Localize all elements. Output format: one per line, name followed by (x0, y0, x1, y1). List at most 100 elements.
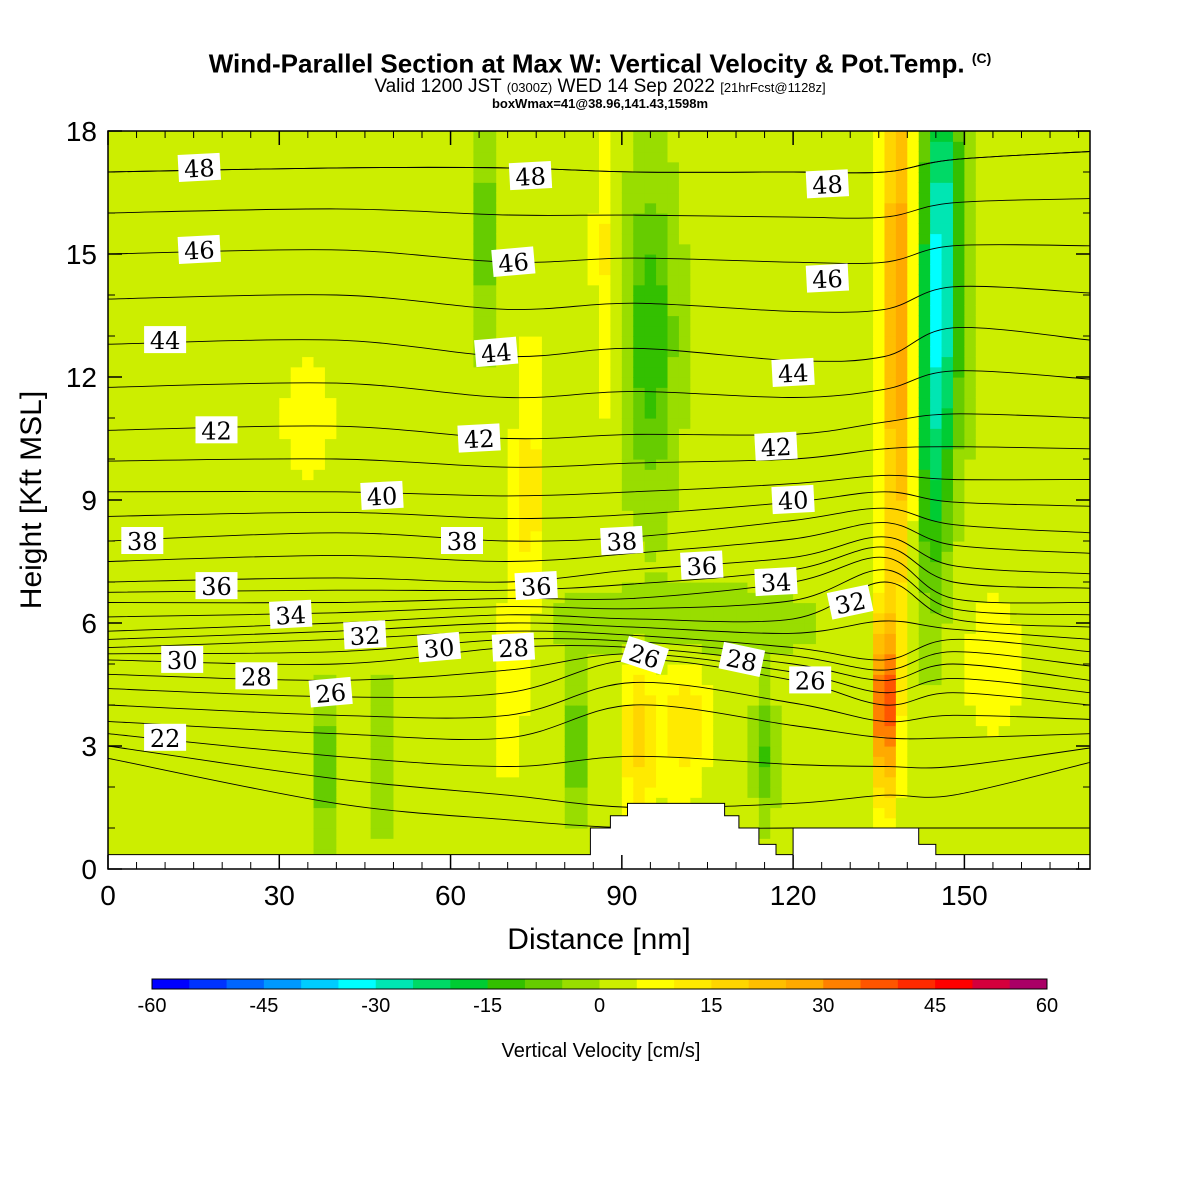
w-cell (165, 223, 178, 235)
w-cell (621, 151, 634, 163)
w-cell (279, 592, 292, 604)
w-cell (233, 653, 246, 665)
w-cell (416, 284, 429, 296)
w-cell (656, 366, 669, 378)
w-cell (827, 674, 840, 686)
w-cell (553, 797, 566, 809)
w-cell (416, 551, 429, 563)
w-cell (530, 438, 543, 450)
w-cell (359, 325, 372, 337)
w-cell (130, 213, 143, 224)
w-cell (587, 336, 600, 347)
w-cell (382, 151, 395, 163)
w-cell (587, 223, 600, 235)
w-cell (279, 520, 292, 532)
w-cell (873, 664, 886, 675)
w-cell (393, 438, 406, 450)
w-cell (690, 397, 703, 409)
w-cell (473, 243, 486, 255)
w-cell (804, 346, 817, 358)
w-cell (576, 623, 589, 634)
w-cell (701, 223, 714, 235)
w-cell (324, 295, 337, 306)
w-cell (187, 315, 200, 327)
w-cell (690, 582, 703, 593)
w-cell (724, 479, 737, 491)
w-cell (884, 151, 897, 163)
w-cell (576, 407, 589, 419)
w-cell (233, 479, 246, 491)
w-cell (713, 305, 726, 317)
w-cell (541, 674, 554, 686)
w-cell (644, 356, 657, 368)
w-cell (599, 315, 612, 327)
w-cell (599, 233, 612, 245)
w-cell (153, 254, 166, 265)
w-cell (861, 633, 874, 645)
w-cell (302, 284, 315, 296)
w-cell (302, 500, 315, 511)
w-cell (336, 653, 349, 665)
w-cell (416, 489, 429, 501)
w-cell (336, 582, 349, 593)
w-cell (359, 202, 372, 214)
w-cell (130, 315, 143, 327)
w-cell (416, 694, 429, 706)
w-cell (290, 346, 303, 358)
w-cell (427, 664, 440, 675)
w-cell (656, 551, 669, 563)
w-cell (564, 356, 577, 368)
w-cell (370, 469, 383, 481)
w-cell (884, 172, 897, 183)
w-cell (245, 284, 258, 296)
w-cell (667, 715, 680, 727)
w-cell (473, 315, 486, 327)
w-cell (245, 428, 258, 440)
w-cell (153, 684, 166, 696)
w-cell (142, 469, 155, 481)
w-cell (644, 776, 657, 788)
w-cell (633, 705, 646, 716)
w-cell (210, 213, 223, 224)
w-cell (895, 817, 908, 829)
w-cell (621, 182, 634, 194)
w-cell (336, 151, 349, 163)
w-cell (553, 530, 566, 542)
w-cell (541, 541, 554, 552)
w-cell (873, 141, 886, 153)
w-cell (633, 684, 646, 696)
w-cell (678, 694, 691, 706)
w-cell (176, 776, 189, 788)
w-cell (827, 233, 840, 245)
w-cell (108, 448, 121, 460)
w-cell (313, 315, 326, 327)
w-cell (176, 602, 189, 614)
w-cell (199, 633, 212, 645)
w-cell (256, 838, 269, 850)
w-cell (895, 735, 908, 747)
w-cell (827, 746, 840, 757)
w-cell (599, 202, 612, 214)
w-cell (290, 766, 303, 778)
w-cell (404, 520, 417, 532)
w-cell (644, 192, 657, 204)
w-cell (713, 346, 726, 358)
w-cell (576, 428, 589, 440)
w-cell (621, 756, 634, 768)
w-cell (507, 479, 520, 491)
w-cell (667, 243, 680, 255)
w-cell (690, 735, 703, 747)
w-cell (461, 295, 474, 306)
w-cell (747, 325, 760, 337)
w-cell (359, 243, 372, 255)
w-cell (507, 520, 520, 532)
w-cell (153, 243, 166, 255)
w-cell (324, 664, 337, 675)
w-cell (245, 479, 258, 491)
w-cell (473, 397, 486, 409)
w-cell (838, 366, 851, 378)
w-cell (850, 735, 863, 747)
w-cell (404, 377, 417, 388)
w-cell (599, 141, 612, 153)
w-cell (153, 428, 166, 440)
